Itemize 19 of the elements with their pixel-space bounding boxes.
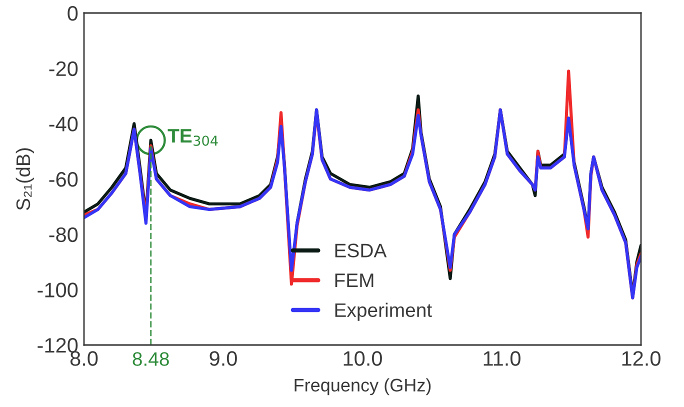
x-tick-label: 8.0 [70, 351, 98, 366]
ref-line-label: 8.48 [132, 352, 169, 366]
x-tick-label: 10.0 [344, 351, 382, 366]
y-tick-label: -20 [49, 61, 78, 76]
y-tick-label: -100 [38, 282, 78, 298]
y-tick-label: -60 [49, 172, 78, 187]
y-axis-title: S₂₁(dB) [16, 148, 34, 210]
annotation: TE$_{304}$ [168, 129, 218, 146]
legend-label: Experiment [335, 302, 432, 321]
x-tick-label: 9.0 [210, 351, 237, 366]
y-tick-label: -80 [49, 227, 78, 242]
x-axis-title: Frequency (GHz) [294, 378, 431, 396]
y-tick-label: -40 [49, 116, 78, 132]
y-tick-label: 0 [68, 6, 78, 21]
x-tick-label: 12.0 [622, 351, 660, 366]
legend-label: ESDA [335, 244, 387, 258]
y-tick-label: -120 [38, 338, 78, 353]
legend-label: FEM [335, 274, 374, 288]
x-tick-label: 11.0 [484, 351, 520, 366]
